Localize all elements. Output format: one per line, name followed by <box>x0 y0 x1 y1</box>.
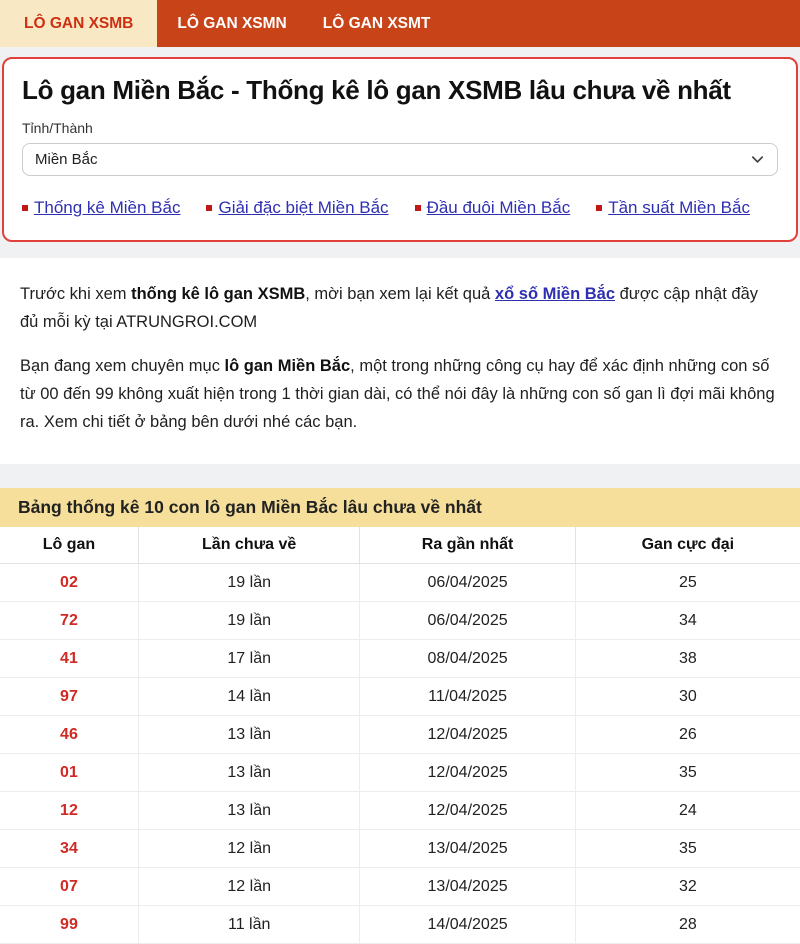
link-thong-ke-mien-bac[interactable]: Thống kê Miền Bắc <box>34 198 181 217</box>
link-dau-duoi-mien-bac[interactable]: Đầu đuôi Miền Bắc <box>426 198 571 217</box>
lo-gan-stats-section: Bảng thống kê 10 con lô gan Miền Bắc lâu… <box>0 488 800 944</box>
intro-p1-text-2: , mời bạn xem lại kết quả <box>305 285 495 303</box>
cell-lan-chua-ve: 12 lần <box>137 867 361 907</box>
province-select-value: Miền Bắc <box>35 151 98 168</box>
intro-p1-text-1: Trước khi xem <box>20 285 132 303</box>
quick-link-dau-duoi: Đầu đuôi Miền Bắc <box>414 198 571 218</box>
cell-ra-gan-nhat: 13/04/2025 <box>359 829 576 869</box>
cell-lan-chua-ve: 13 lần <box>137 791 361 831</box>
cell-lan-chua-ve: 17 lần <box>137 639 361 679</box>
cell-lan-chua-ve: 13 lần <box>137 715 361 755</box>
intro-p1-text-3: được cập nhật đầy đủ mỗi kỳ tại ATRUNGRO… <box>20 285 758 332</box>
cell-ra-gan-nhat: 08/04/2025 <box>359 639 576 679</box>
intro-p2-bold-1: lô gan Miền Bắc <box>224 357 351 376</box>
square-bullet-icon <box>414 205 421 211</box>
intro-paragraph-2: Bạn đang xem chuyên mục lô gan Miền Bắc,… <box>20 352 780 436</box>
tab-lo-gan-xsmt[interactable]: LÔ GAN XSMT <box>322 14 431 32</box>
link-tan-suat-mien-bac[interactable]: Tần suất Miền Bắc <box>608 198 750 217</box>
province-label: Tỉnh/Thành <box>22 120 93 136</box>
link-giai-dac-biet-mien-bac[interactable]: Giải đặc biệt Miền Bắc <box>218 198 389 217</box>
cell-lan-chua-ve: 13 lần <box>137 753 361 793</box>
cell-gan-cuc-dai: 26 <box>574 715 800 755</box>
cell-ra-gan-nhat: 14/04/2025 <box>359 905 576 944</box>
page-title: Lô gan Miền Bắc - Thống kê lô gan XSMB l… <box>22 75 731 105</box>
table-row: 01 13 lần 12/04/2025 35 <box>0 753 800 793</box>
col-header-lan-chua-ve: Lần chưa về <box>137 527 361 565</box>
intro-text: Trước khi xem thống kê lô gan XSMB, mời … <box>0 258 800 465</box>
table-row: 99 11 lần 14/04/2025 28 <box>0 905 800 944</box>
table-row: 02 19 lần 06/04/2025 25 <box>0 563 800 603</box>
table-row: 72 19 lần 06/04/2025 34 <box>0 601 800 641</box>
cell-ra-gan-nhat: 13/04/2025 <box>359 867 576 907</box>
intro-paragraph-1: Trước khi xem thống kê lô gan XSMB, mời … <box>20 280 780 336</box>
province-select[interactable]: Miền Bắc <box>22 143 778 176</box>
quick-links: Thống kê Miền Bắc Giải đặc biệt Miền Bắc… <box>22 198 778 218</box>
cell-lan-chua-ve: 11 lần <box>137 905 361 944</box>
tab-lo-gan-xsmb[interactable]: LÔ GAN XSMB <box>0 0 158 47</box>
stats-table-caption: Bảng thống kê 10 con lô gan Miền Bắc lâu… <box>0 488 800 528</box>
col-header-lo-gan: Lô gan <box>0 527 139 565</box>
square-bullet-icon <box>22 205 28 211</box>
cell-lan-chua-ve: 12 lần <box>137 829 361 869</box>
intro-p2-text-2: , một trong những công cụ hay để xác địn… <box>20 357 775 432</box>
lo-gan-table: Lô gan Lần chưa về Ra gần nhất Gan cực đ… <box>0 527 800 944</box>
quick-link-thong-ke: Thống kê Miền Bắc <box>22 198 180 218</box>
link-xo-so-mien-bac[interactable]: xổ số Miền Bắc <box>494 285 616 303</box>
cell-lo-gan: 12 <box>0 791 139 831</box>
cell-gan-cuc-dai: 34 <box>574 601 800 641</box>
region-tabbar: LÔ GAN XSMB LÔ GAN XSMN LÔ GAN XSMT <box>0 0 800 47</box>
col-header-gan-cuc-dai: Gan cực đại <box>574 527 800 565</box>
cell-lo-gan: 01 <box>0 753 139 793</box>
cell-gan-cuc-dai: 32 <box>574 867 800 907</box>
quick-link-tan-suat: Tần suất Miền Bắc <box>596 198 750 218</box>
cell-gan-cuc-dai: 24 <box>574 791 800 831</box>
table-row: 97 14 lần 11/04/2025 30 <box>0 677 800 717</box>
cell-gan-cuc-dai: 35 <box>574 829 800 869</box>
quick-link-giai-dac-biet: Giải đặc biệt Miền Bắc <box>206 198 389 218</box>
cell-lo-gan: 99 <box>0 905 139 944</box>
cell-lan-chua-ve: 19 lần <box>137 563 361 603</box>
table-row: 07 12 lần 13/04/2025 32 <box>0 867 800 907</box>
cell-lan-chua-ve: 14 lần <box>137 677 361 717</box>
cell-gan-cuc-dai: 30 <box>574 677 800 717</box>
cell-lo-gan: 02 <box>0 563 139 603</box>
tab-lo-gan-xsmn[interactable]: LÔ GAN XSMN <box>177 14 287 32</box>
table-row: 41 17 lần 08/04/2025 38 <box>0 639 800 679</box>
table-row: 34 12 lần 13/04/2025 35 <box>0 829 800 869</box>
cell-gan-cuc-dai: 38 <box>574 639 800 679</box>
cell-gan-cuc-dai: 35 <box>574 753 800 793</box>
cell-gan-cuc-dai: 28 <box>574 905 800 944</box>
table-row: 12 13 lần 12/04/2025 24 <box>0 791 800 831</box>
cell-ra-gan-nhat: 12/04/2025 <box>359 753 576 793</box>
table-row: 46 13 lần 12/04/2025 26 <box>0 715 800 755</box>
cell-lo-gan: 97 <box>0 677 139 717</box>
square-bullet-icon <box>206 205 213 211</box>
cell-ra-gan-nhat: 12/04/2025 <box>359 791 576 831</box>
cell-lan-chua-ve: 19 lần <box>137 601 361 641</box>
cell-lo-gan: 46 <box>0 715 139 755</box>
cell-gan-cuc-dai: 25 <box>574 563 800 603</box>
cell-lo-gan: 41 <box>0 639 139 679</box>
cell-lo-gan: 34 <box>0 829 139 869</box>
intro-p2-text-1: Bạn đang xem chuyên mục <box>20 357 225 376</box>
col-header-ra-gan-nhat: Ra gần nhất <box>359 527 576 565</box>
chevron-down-icon <box>750 152 765 167</box>
cell-ra-gan-nhat: 06/04/2025 <box>359 563 576 603</box>
cell-ra-gan-nhat: 11/04/2025 <box>359 677 576 717</box>
cell-lo-gan: 72 <box>0 601 139 641</box>
square-bullet-icon <box>596 205 603 211</box>
table-header-row: Lô gan Lần chưa về Ra gần nhất Gan cực đ… <box>0 527 800 565</box>
intro-p1-bold-1: thống kê lô gan XSMB <box>131 285 306 303</box>
cell-ra-gan-nhat: 12/04/2025 <box>359 715 576 755</box>
cell-ra-gan-nhat: 06/04/2025 <box>359 601 576 641</box>
cell-lo-gan: 07 <box>0 867 139 907</box>
header-box: Lô gan Miền Bắc - Thống kê lô gan XSMB l… <box>2 57 798 242</box>
